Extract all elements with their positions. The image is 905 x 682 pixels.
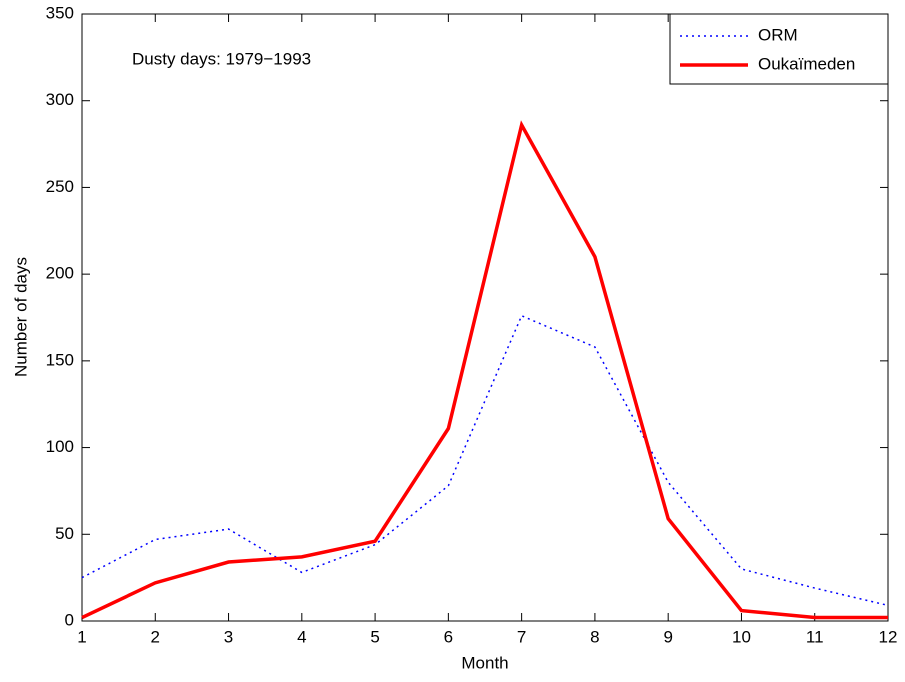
x-tick-label: 12 — [879, 627, 898, 646]
x-tick-label: 8 — [590, 627, 599, 646]
legend-label: Oukaïmeden — [758, 54, 855, 73]
y-tick-label: 0 — [65, 610, 74, 629]
series-line — [81, 314, 889, 607]
plot-frame — [81, 13, 889, 622]
y-tick-label: 250 — [46, 177, 74, 196]
x-tick-label: 1 — [77, 627, 86, 646]
legend-box — [669, 13, 889, 85]
y-tick-label: 100 — [46, 437, 74, 456]
x-axis-label: Month — [461, 653, 508, 672]
annotation: Dusty days: 1979−1993 — [132, 49, 311, 68]
y-axis-label: Number of days — [11, 257, 30, 377]
y-tick-label: 50 — [55, 524, 74, 543]
x-tick-label: 6 — [444, 627, 453, 646]
x-tick-label: 3 — [224, 627, 233, 646]
x-tick-label: 7 — [517, 627, 526, 646]
y-tick-label: 350 — [46, 3, 74, 22]
x-tick-label: 2 — [151, 627, 160, 646]
y-tick-label: 150 — [46, 350, 74, 369]
x-tick-label: 4 — [297, 627, 306, 646]
legend-label: ORM — [758, 25, 798, 44]
x-tick-label: 9 — [663, 627, 672, 646]
x-tick-label: 11 — [806, 627, 824, 646]
series-line — [81, 120, 888, 620]
y-tick-label: 200 — [46, 264, 74, 283]
x-tick-label: 5 — [370, 627, 379, 646]
x-tick-label: 10 — [732, 627, 751, 646]
y-tick-label: 300 — [46, 90, 74, 109]
